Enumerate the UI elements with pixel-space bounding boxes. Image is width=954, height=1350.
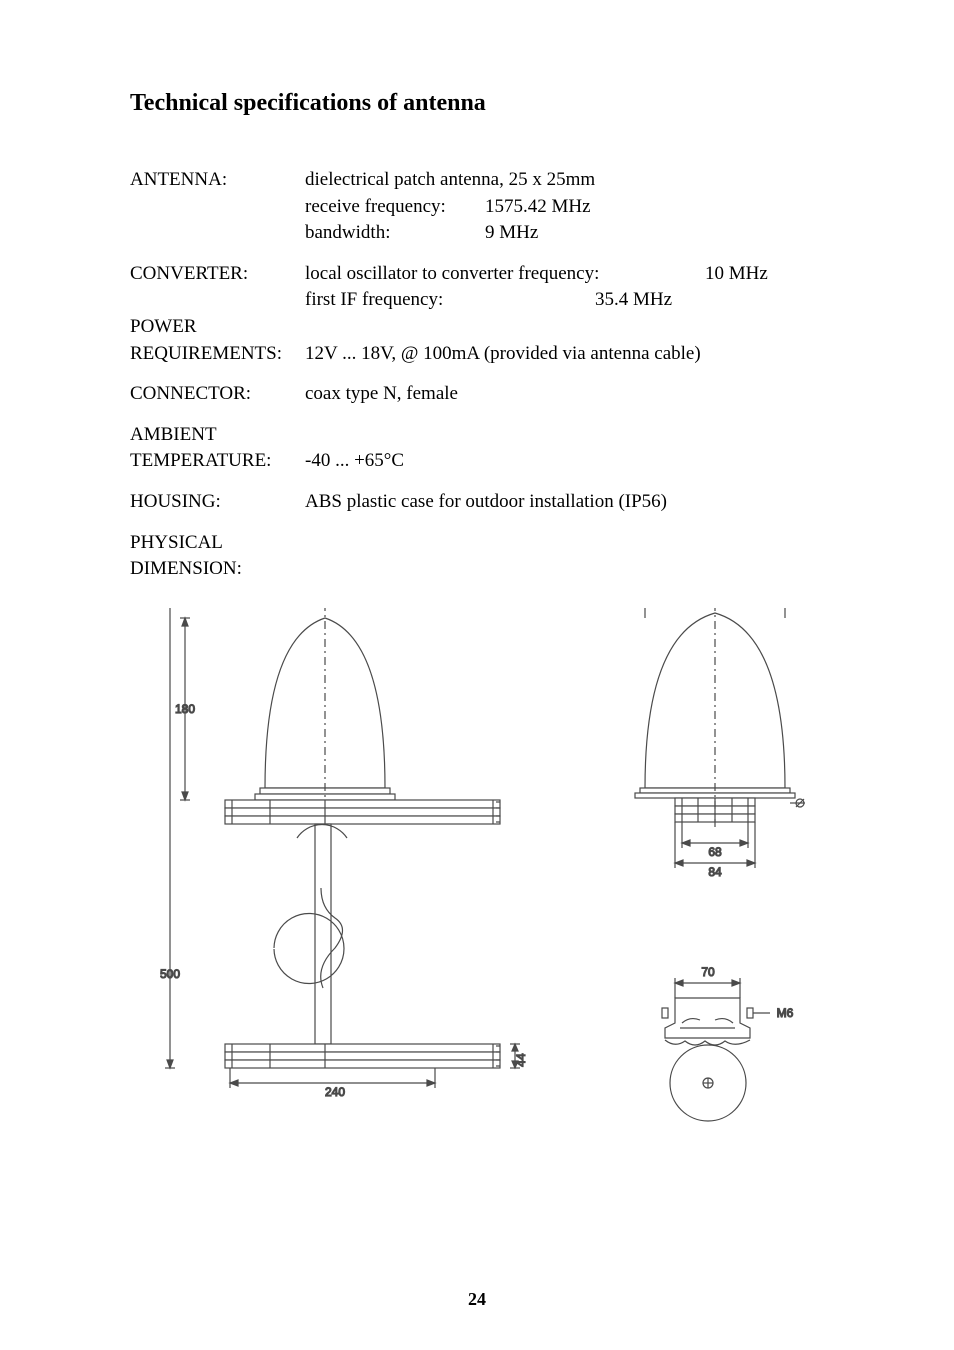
spec-ambient: AMBIENT TEMPERATURE: -40 ... +65°C [130,422,844,475]
dim-500: 500 [160,967,180,981]
spec-physical: PHYSICAL DIMENSION: [130,530,844,583]
dim-68: 68 [708,845,722,859]
antenna-label: ANTENNA: [130,167,305,194]
antenna-line1: dielectrical patch antenna, 25 x 25mm [305,167,844,194]
converter-if-value: 35.4 MHz [595,287,672,314]
ambient-label1: AMBIENT [130,422,305,449]
converter-lo-value: 10 MHz [705,261,768,288]
dim-240: 240 [325,1085,345,1099]
spec-housing: HOUSING: ABS plastic case for outdoor in… [130,489,844,516]
dim-180: 180 [175,702,195,716]
dim-44: 44 [514,1053,528,1067]
spec-antenna: ANTENNA: dielectrical patch antenna, 25 … [130,167,844,247]
converter-label: CONVERTER: [130,261,305,288]
page-title: Technical specifications of antenna [130,90,844,117]
power-label1: POWER [130,314,305,341]
antenna-bw-label: bandwidth: [305,220,485,247]
power-value: 12V ... 18V, @ 100mA (provided via anten… [305,341,844,368]
housing-label: HOUSING: [130,489,305,516]
connector-value: coax type N, female [305,381,844,408]
antenna-bw-value: 9 MHz [485,220,538,247]
ambient-label2: TEMPERATURE: [130,448,305,475]
spec-power: POWER REQUIREMENTS: 12V ... 18V, @ 100mA… [130,314,844,367]
physical-label1: PHYSICAL [130,530,305,557]
antenna-diagram-svg: 180 500 240 44 [160,608,840,1138]
housing-value: ABS plastic case for outdoor installatio… [305,489,844,516]
antenna-freq-value: 1575.42 MHz [485,194,591,221]
dim-m6: M6 [777,1006,794,1020]
converter-if-label: first IF frequency: [305,287,595,314]
spec-converter: CONVERTER: local oscillator to converter… [130,261,844,314]
physical-label2: DIMENSION: [130,556,305,583]
connector-label: CONNECTOR: [130,381,305,408]
power-label2: REQUIREMENTS: [130,341,305,368]
dim-84: 84 [708,865,722,879]
antenna-freq-label: receive frequency: [305,194,485,221]
ambient-value: -40 ... +65°C [305,448,844,475]
dimension-diagram: 180 500 240 44 [160,608,844,1143]
dim-70: 70 [701,965,715,979]
spec-connector: CONNECTOR: coax type N, female [130,381,844,408]
converter-lo-label: local oscillator to converter frequency: [305,261,655,288]
page-number: 24 [0,1289,954,1310]
